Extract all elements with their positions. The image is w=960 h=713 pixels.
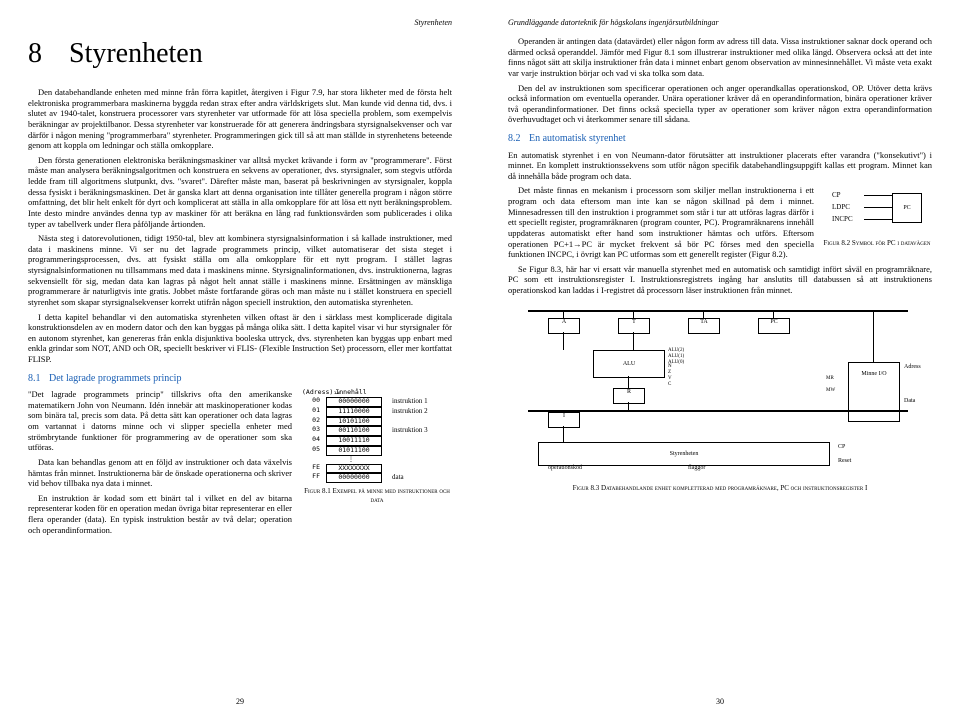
para: En instruktion är kodad som ett binärt t… bbox=[28, 493, 292, 536]
col-text: "Det lagrade programmets princip" tillsk… bbox=[28, 389, 292, 539]
section-8-1: 8.1 Det lagrade programmets princip bbox=[28, 373, 452, 386]
left-header: Styrenheten bbox=[28, 18, 452, 28]
para: I detta kapitel behandlar vi den automat… bbox=[28, 312, 452, 365]
chapter-heading: 8 Styrenheten bbox=[28, 36, 452, 71]
page-number: 29 bbox=[236, 697, 244, 707]
left-page: Styrenheten 8 Styrenheten Den databehand… bbox=[0, 0, 480, 713]
para: Den del av instruktionen som specificera… bbox=[508, 83, 932, 126]
para: Operanden är antingen data (datavärdet) … bbox=[508, 36, 932, 79]
section-title: En automatisk styrenhet bbox=[529, 133, 626, 144]
two-column-block: "Det lagrade programmets princip" tillsk… bbox=[28, 389, 452, 539]
chapter-number: 8 bbox=[28, 38, 42, 69]
section-8-2: 8.2 En automatisk styrenhet bbox=[508, 133, 932, 146]
figure-8-3-diagram: A T TA PC ALU ALU(2) ALU(1) ALU(0) N Z V… bbox=[508, 302, 932, 482]
section-title: Det lagrade programmets princip bbox=[49, 373, 181, 384]
page-number: 30 bbox=[716, 697, 724, 707]
right-header: Grundläggande datorteknik för högskolans… bbox=[508, 18, 932, 28]
chapter-title: Styrenheten bbox=[69, 38, 203, 69]
fig-8-1-caption: Figur 8.1 Exempel på minne med instrukti… bbox=[302, 487, 452, 505]
para: Den första generationen elektroniska ber… bbox=[28, 155, 452, 229]
figure-8-1: (Adress)₁₆ Innehåll 0000000000instruktio… bbox=[302, 389, 452, 539]
fig-8-3-caption: Figur 8.3 Databehandlande enhet komplett… bbox=[508, 484, 932, 493]
para: "Det lagrade programmets princip" tillsk… bbox=[28, 389, 292, 453]
memory-table: (Adress)₁₆ Innehåll 0000000000instruktio… bbox=[302, 389, 452, 483]
para: En automatisk styrenhet i en von Neumann… bbox=[508, 150, 932, 182]
figure-8-2: PC CP LDPC INCPC Figur 8.2 Symbol för PC… bbox=[822, 185, 932, 248]
mem-header-contents: Innehåll bbox=[326, 389, 376, 397]
right-page: Grundläggande datorteknik för högskolans… bbox=[480, 0, 960, 713]
para: Data kan behandlas genom att en följd av… bbox=[28, 457, 292, 489]
pc-symbol-diagram: PC CP LDPC INCPC bbox=[822, 185, 932, 235]
para: Nästa steg i datorevolutionen, tidigt 19… bbox=[28, 233, 452, 307]
para: Den databehandlande enheten med minne fr… bbox=[28, 87, 452, 151]
section-number: 8.2 bbox=[508, 133, 521, 144]
section-number: 8.1 bbox=[28, 373, 41, 384]
fig-8-2-caption: Figur 8.2 Symbol för PC i datavägen bbox=[822, 239, 932, 248]
para: Se Figur 8.3, här har vi ersatt vår manu… bbox=[508, 264, 932, 296]
